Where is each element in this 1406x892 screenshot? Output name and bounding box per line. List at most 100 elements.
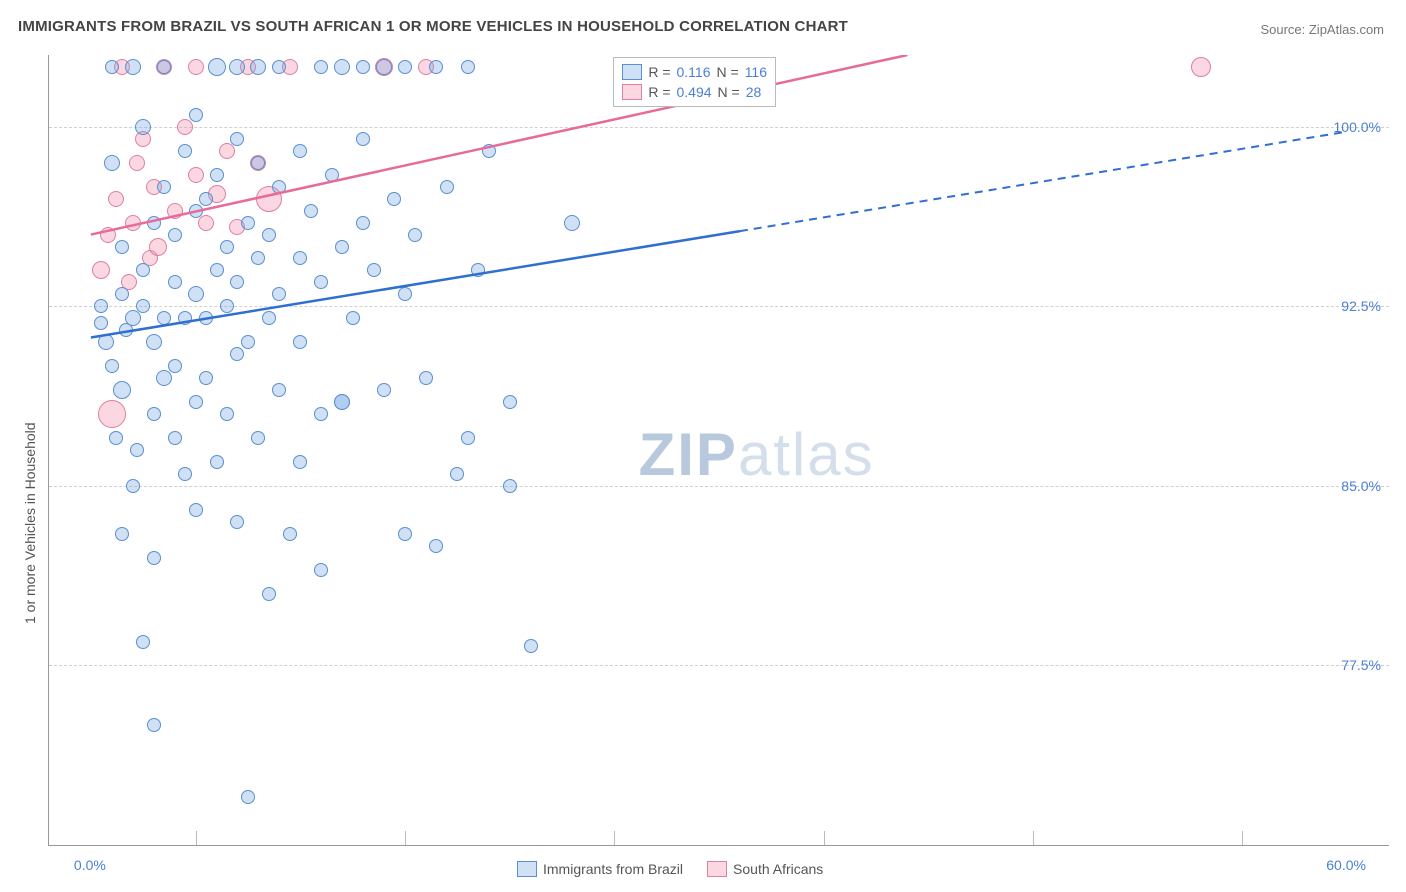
scatter-point-brazil	[199, 371, 213, 385]
gridline-horizontal	[49, 486, 1389, 487]
scatter-point-brazil	[157, 180, 171, 194]
scatter-point-brazil	[346, 311, 360, 325]
scatter-point-brazil	[230, 275, 244, 289]
legend-row: R = 0.494 N = 28	[622, 82, 767, 102]
scatter-point-sa	[98, 400, 126, 428]
scatter-point-brazil	[471, 263, 485, 277]
scatter-point-brazil	[220, 407, 234, 421]
y-tick-label: 77.5%	[1341, 657, 1381, 673]
scatter-point-brazil	[208, 58, 226, 76]
scatter-point-brazil	[113, 381, 131, 399]
scatter-point-brazil	[210, 168, 224, 182]
scatter-point-brazil	[147, 407, 161, 421]
scatter-point-brazil	[325, 168, 339, 182]
scatter-point-brazil	[356, 216, 370, 230]
y-tick-label: 100.0%	[1334, 119, 1381, 135]
legend-label: South Africans	[733, 861, 823, 877]
scatter-point-brazil	[461, 60, 475, 74]
scatter-point-brazil	[314, 407, 328, 421]
scatter-point-sa	[188, 59, 204, 75]
scatter-point-brazil	[262, 228, 276, 242]
scatter-point-brazil	[335, 240, 349, 254]
chart-title: IMMIGRANTS FROM BRAZIL VS SOUTH AFRICAN …	[18, 18, 848, 35]
scatter-point-sa	[188, 167, 204, 183]
scatter-point-brazil	[314, 60, 328, 74]
scatter-point-brazil	[126, 479, 140, 493]
scatter-point-brazil	[115, 527, 129, 541]
scatter-point-brazil	[334, 394, 350, 410]
scatter-point-brazil	[105, 60, 119, 74]
scatter-point-brazil	[230, 347, 244, 361]
scatter-point-brazil	[564, 215, 580, 231]
scatter-point-brazil	[229, 59, 245, 75]
scatter-point-brazil	[524, 639, 538, 653]
scatter-point-brazil	[115, 287, 129, 301]
scatter-point-brazil	[450, 467, 464, 481]
scatter-point-brazil	[419, 371, 433, 385]
scatter-point-brazil	[272, 383, 286, 397]
scatter-point-sa	[177, 119, 193, 135]
scatter-point-brazil	[189, 108, 203, 122]
plot-area: 77.5% 85.0% 92.5% 100.0% ZIPatlas	[48, 55, 1389, 846]
scatter-point-sa	[167, 203, 183, 219]
scatter-point-brazil	[356, 132, 370, 146]
scatter-point-brazil	[230, 515, 244, 529]
scatter-point-brazil	[168, 228, 182, 242]
y-tick-label: 92.5%	[1341, 298, 1381, 314]
chart-container: IMMIGRANTS FROM BRAZIL VS SOUTH AFRICAN …	[0, 0, 1406, 892]
scatter-point-brazil	[147, 216, 161, 230]
scatter-point-brazil	[376, 59, 392, 75]
scatter-point-brazil	[156, 370, 172, 386]
scatter-point-brazil	[241, 335, 255, 349]
scatter-point-brazil	[147, 718, 161, 732]
legend-swatch	[622, 84, 642, 100]
scatter-point-brazil	[272, 180, 286, 194]
gridline-horizontal	[49, 127, 1389, 128]
watermark: ZIPatlas	[639, 420, 875, 489]
scatter-point-sa	[149, 238, 167, 256]
scatter-point-brazil	[220, 299, 234, 313]
scatter-point-sa	[198, 215, 214, 231]
scatter-point-sa	[92, 261, 110, 279]
scatter-point-brazil	[429, 539, 443, 553]
scatter-point-brazil	[304, 204, 318, 218]
scatter-point-brazil	[220, 240, 234, 254]
scatter-point-brazil	[293, 335, 307, 349]
scatter-point-brazil	[136, 263, 150, 277]
scatter-point-brazil	[104, 155, 120, 171]
scatter-point-brazil	[94, 299, 108, 313]
scatter-point-brazil	[199, 192, 213, 206]
scatter-point-brazil	[283, 527, 297, 541]
scatter-point-brazil	[178, 311, 192, 325]
scatter-point-brazil	[157, 311, 171, 325]
scatter-point-brazil	[293, 144, 307, 158]
scatter-point-brazil	[314, 563, 328, 577]
scatter-point-brazil	[241, 216, 255, 230]
y-tick-label: 85.0%	[1341, 478, 1381, 494]
gridline-vertical	[614, 831, 615, 845]
scatter-point-sa	[100, 227, 116, 243]
scatter-point-brazil	[398, 60, 412, 74]
scatter-point-brazil	[293, 251, 307, 265]
y-axis-label: 1 or more Vehicles in Household	[22, 422, 38, 624]
correlation-legend: R = 0.116 N = 116R = 0.494 N = 28	[613, 57, 776, 107]
scatter-point-brazil	[115, 240, 129, 254]
scatter-point-brazil	[272, 287, 286, 301]
scatter-point-sa	[125, 215, 141, 231]
gridline-vertical	[405, 831, 406, 845]
legend-swatch	[622, 64, 642, 80]
scatter-point-brazil	[251, 431, 265, 445]
scatter-point-brazil	[125, 310, 141, 326]
legend-swatch	[517, 861, 537, 877]
x-tick-label: 0.0%	[74, 857, 106, 873]
scatter-point-brazil	[461, 431, 475, 445]
scatter-point-brazil	[130, 443, 144, 457]
legend-swatch	[707, 861, 727, 877]
scatter-point-brazil	[168, 431, 182, 445]
scatter-point-brazil	[251, 156, 265, 170]
source-attribution: Source: ZipAtlas.com	[1260, 22, 1384, 37]
scatter-point-brazil	[135, 119, 151, 135]
scatter-point-sa	[129, 155, 145, 171]
legend-label: Immigrants from Brazil	[543, 861, 683, 877]
scatter-point-brazil	[482, 144, 496, 158]
